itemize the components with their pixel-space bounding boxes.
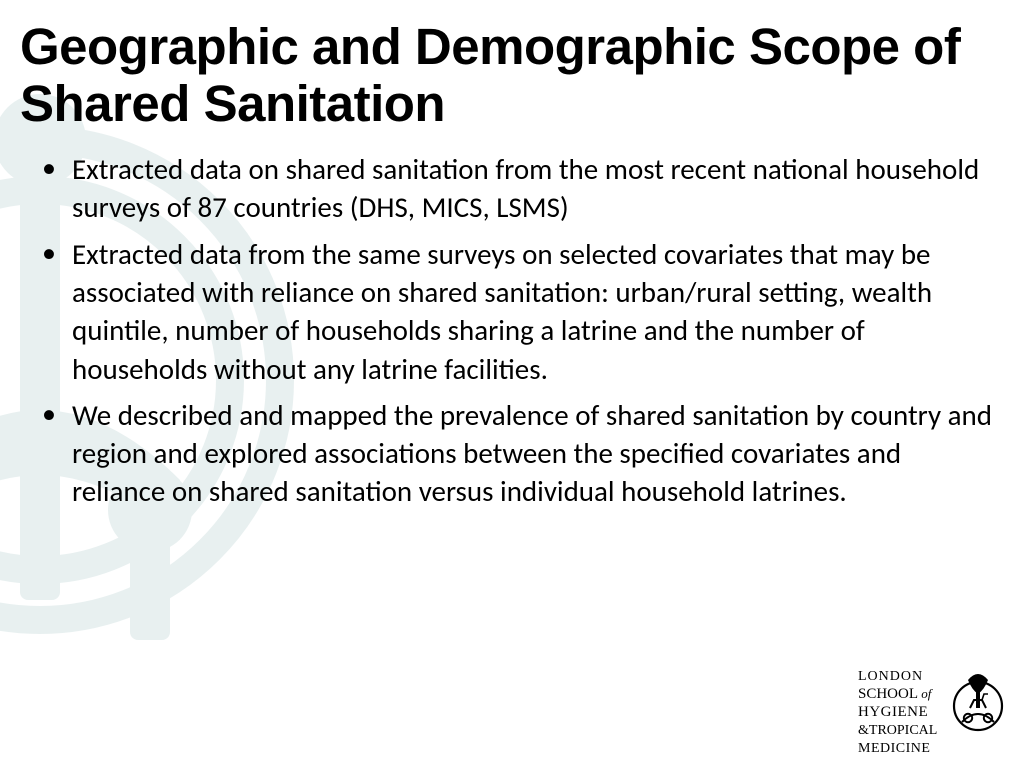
- logo-line4: &TROPICAL: [858, 723, 937, 738]
- logo-line3: HYGIENE: [858, 704, 928, 720]
- bullet-item: We described and mapped the prevalence o…: [72, 396, 1004, 511]
- slide-content: Geographic and Demographic Scope of Shar…: [0, 0, 1024, 768]
- logo-seal-icon: [954, 674, 1002, 730]
- slide-title: Geographic and Demographic Scope of Shar…: [20, 18, 1004, 132]
- bullet-list: Extracted data on shared sanitation from…: [20, 150, 1004, 510]
- lshtm-logo: LONDON SCHOOL of HYGIENE &TROPICAL MEDIC…: [856, 658, 1006, 754]
- logo-line1: LONDON: [858, 669, 923, 684]
- logo-line2: SCHOOL of: [858, 686, 934, 702]
- bullet-item: Extracted data from the same surveys on …: [72, 235, 1004, 388]
- logo-line5: MEDICINE: [858, 741, 930, 754]
- bullet-item: Extracted data on shared sanitation from…: [72, 150, 1004, 227]
